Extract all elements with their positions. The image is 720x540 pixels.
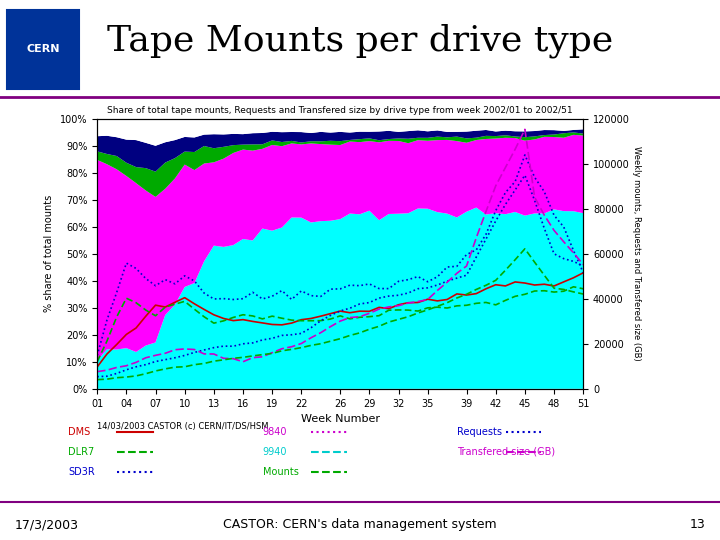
Text: Requests: Requests [457, 427, 503, 436]
Text: 14/03/2003 CASTOR (c) CERN/IT/DS/HSM: 14/03/2003 CASTOR (c) CERN/IT/DS/HSM [97, 422, 269, 431]
Text: DMS: DMS [68, 427, 91, 436]
Text: SD3R: SD3R [68, 468, 95, 477]
Text: 9940: 9940 [263, 447, 287, 457]
Text: CERN: CERN [27, 44, 60, 53]
Text: Transfered size (GB): Transfered size (GB) [457, 447, 555, 457]
Text: Mounts: Mounts [263, 468, 299, 477]
Text: CASTOR: CERN's data management system: CASTOR: CERN's data management system [223, 518, 497, 531]
Y-axis label: % share of total mounts: % share of total mounts [45, 195, 55, 313]
FancyBboxPatch shape [7, 10, 79, 90]
Text: DLR7: DLR7 [68, 447, 94, 457]
Text: 9840: 9840 [263, 427, 287, 436]
Text: 13: 13 [690, 518, 706, 531]
Text: Tape Mounts per drive type: Tape Mounts per drive type [107, 24, 613, 58]
X-axis label: Week Number: Week Number [301, 414, 379, 424]
Y-axis label: Weekly mounts, Requests and Transfered size (GB): Weekly mounts, Requests and Transfered s… [632, 146, 641, 361]
Text: 17/3/2003: 17/3/2003 [14, 518, 78, 531]
Title: Share of total tape mounts, Requests and Transfered size by drive type from week: Share of total tape mounts, Requests and… [107, 106, 573, 115]
